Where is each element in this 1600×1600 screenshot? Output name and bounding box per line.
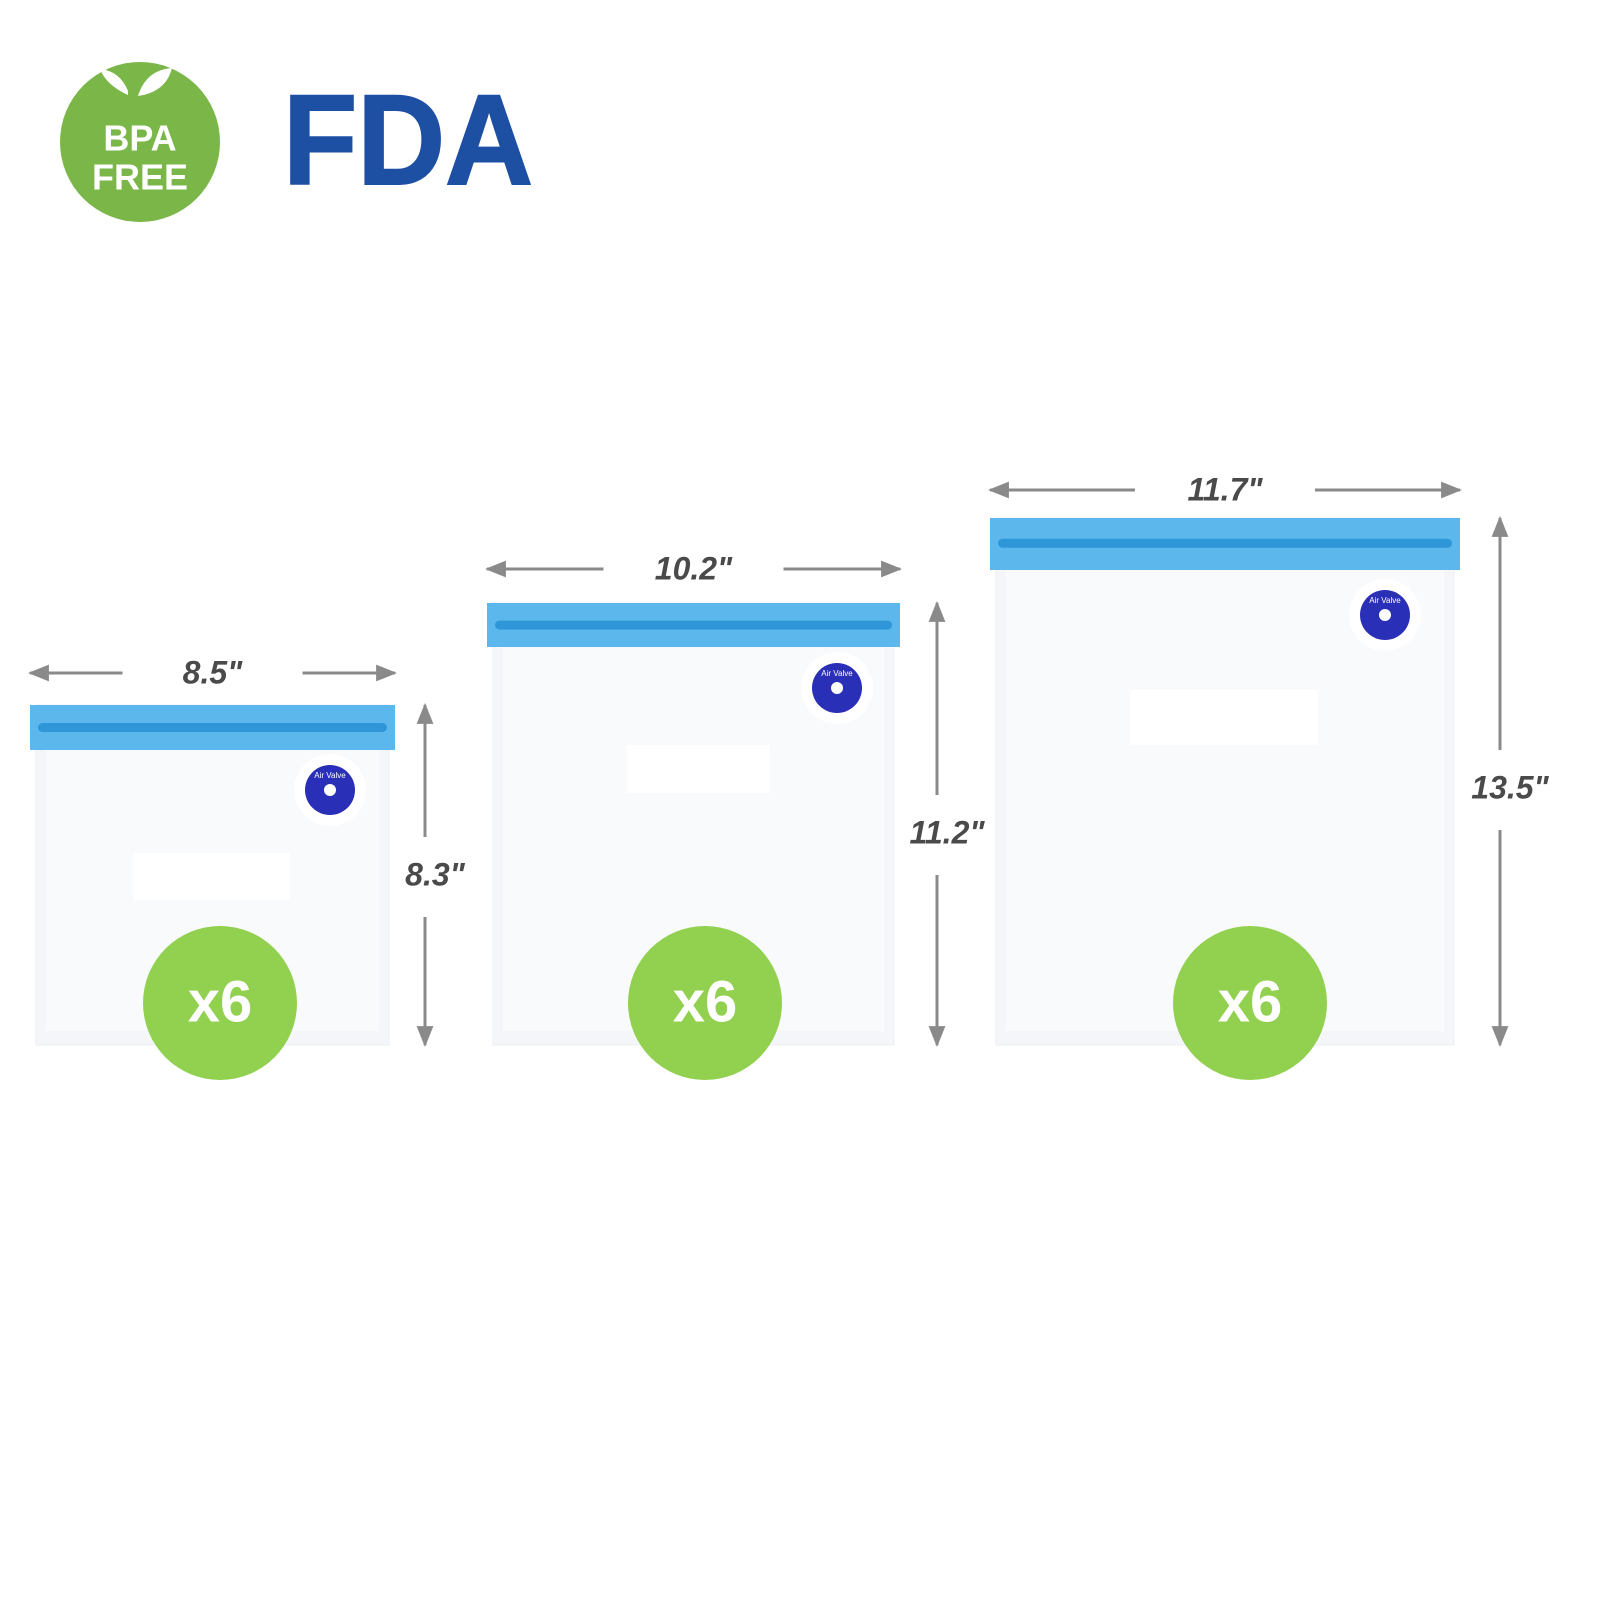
valve-hole (831, 682, 843, 694)
label-area (1130, 690, 1318, 745)
height-label: 11.2" (909, 814, 985, 850)
height-label: 8.3" (405, 856, 465, 892)
zipper-track (998, 538, 1452, 548)
leaf-icon (100, 68, 172, 96)
zipper-track (38, 723, 387, 732)
valve-text: Air Valve (821, 669, 853, 678)
valve-text: Air Valve (1369, 596, 1401, 605)
zipper-track (495, 620, 892, 630)
count-circle (628, 926, 782, 1080)
free-text: FREE (92, 157, 188, 198)
label-area (133, 853, 290, 900)
width-label: 8.5" (183, 654, 243, 690)
bpa-text: BPA (103, 118, 176, 159)
bpa-circle (60, 62, 220, 222)
width-label: 11.7" (1187, 471, 1263, 507)
bag: Air Valve 10.2" 11.2" x6 (484, 550, 985, 1080)
count-label: x6 (1218, 969, 1283, 1034)
valve-hole (1379, 609, 1391, 621)
width-label: 10.2" (655, 550, 733, 586)
bag: Air Valve 8.5" 8.3" x6 (27, 654, 466, 1080)
count-label: x6 (188, 969, 253, 1034)
fda-logo: FDA (283, 69, 533, 212)
valve-hole (324, 784, 336, 796)
bags: Air Valve 8.5" 8.3" x6 Air Valve 10.2" 11.2" x6… (27, 471, 1550, 1080)
count-circle (143, 926, 297, 1080)
count-circle (1173, 926, 1327, 1080)
label-area (627, 745, 770, 793)
bag: Air Valve 11.7" 13.5" x6 (987, 471, 1550, 1080)
bpa-badge: BPA FREE (60, 62, 220, 222)
height-label: 13.5" (1471, 769, 1549, 805)
valve-text: Air Valve (314, 771, 346, 780)
count-label: x6 (673, 969, 738, 1034)
